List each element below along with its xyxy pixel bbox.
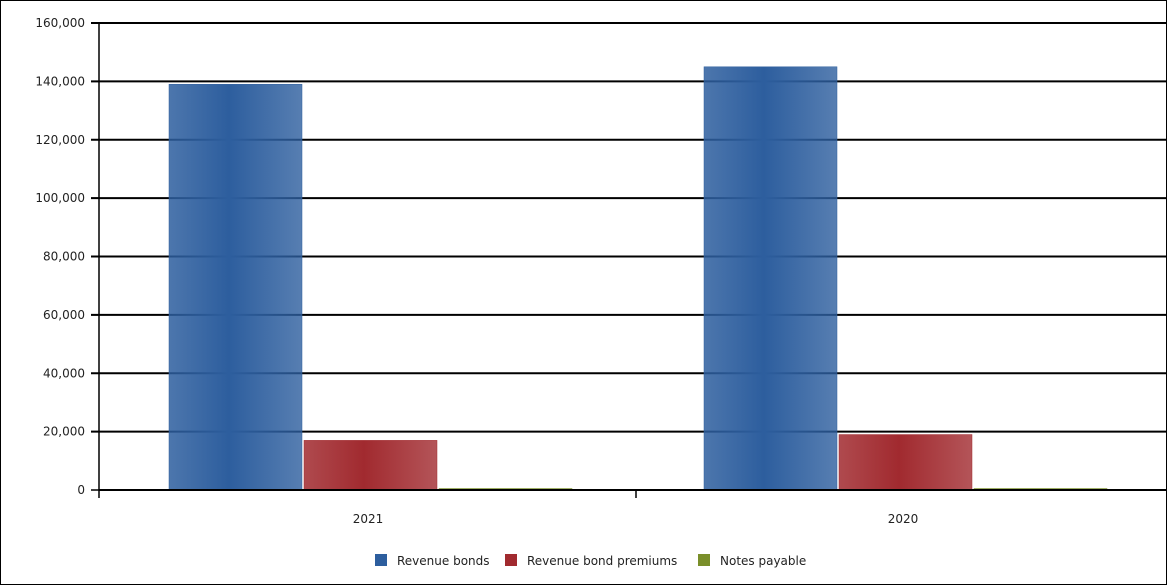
legend-label: Revenue bond premiums — [527, 554, 677, 568]
bar-revenue-bond-premiums-2020 — [838, 434, 973, 491]
legend-label: Revenue bonds — [397, 554, 490, 568]
y-tick-label: 100,000 — [35, 191, 85, 205]
axes — [91, 22, 1167, 498]
y-tick-label: 0 — [77, 483, 85, 497]
x-tick-labels: 2021 2020 — [353, 512, 919, 526]
legend-swatch — [505, 554, 517, 566]
x-tick-label: 2021 — [353, 512, 384, 526]
y-tick-label: 120,000 — [35, 133, 85, 147]
bar-revenue-bond-premiums-2021 — [303, 440, 438, 491]
y-tick-label: 140,000 — [35, 74, 85, 88]
y-tick-label: 20,000 — [43, 425, 85, 439]
legend-swatch — [375, 554, 387, 566]
y-tick-label: 40,000 — [43, 366, 85, 380]
y-tick-label: 60,000 — [43, 308, 85, 322]
legend-swatch — [698, 554, 710, 566]
bar-revenue-bonds-2021 — [168, 84, 303, 491]
legend-label: Notes payable — [720, 554, 806, 568]
bars — [168, 66, 1108, 491]
y-tick-labels: 0 20,000 40,000 60,000 80,000 100,000 120,000 1… — [35, 16, 85, 497]
y-tick-label: 160,000 — [35, 16, 85, 30]
x-tick-label: 2020 — [888, 512, 919, 526]
legend: Revenue bonds Revenue bond premiums Notes … — [375, 554, 806, 568]
y-tick-label: 80,000 — [43, 250, 85, 264]
bar-revenue-bonds-2020 — [703, 66, 838, 491]
